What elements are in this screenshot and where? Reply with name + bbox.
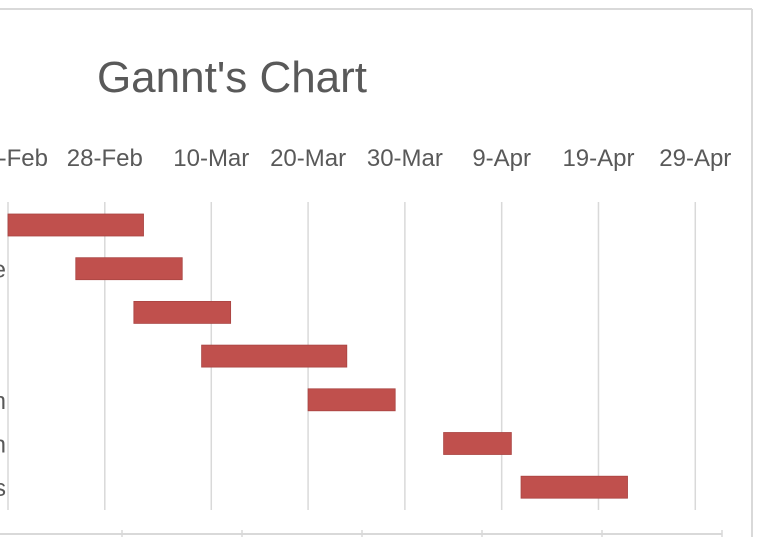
x-tick-label: 9-Apr xyxy=(472,145,531,172)
task-bar xyxy=(201,344,348,368)
task-bar xyxy=(75,257,183,281)
x-tick-label: 28-Feb xyxy=(67,145,143,172)
task-bar xyxy=(443,432,512,455)
x-tick-label: -Feb xyxy=(0,145,48,172)
task-label: m xyxy=(0,388,6,415)
task-labels: e mns xyxy=(0,257,6,503)
task-bar xyxy=(7,213,144,237)
task-bars xyxy=(7,213,628,499)
task-label: s xyxy=(0,475,6,502)
x-axis-ticks: -Feb 28-Feb 10-Mar 20-Mar 30-Mar 9-Apr 19-Apr 2… xyxy=(0,145,731,172)
task-bar xyxy=(520,475,628,499)
task-bar xyxy=(133,300,232,324)
x-tick-label: 30-Mar xyxy=(367,145,443,172)
x-tick-label: 29-Apr xyxy=(659,145,731,172)
x-tick-label: 20-Mar xyxy=(270,145,346,172)
x-tick-label: 10-Mar xyxy=(173,145,249,172)
task-label: e xyxy=(0,257,6,284)
chart-title: Gannt's Chart xyxy=(97,53,367,102)
task-label: n xyxy=(0,432,6,459)
task-bar xyxy=(307,388,396,412)
x-tick-label: 19-Apr xyxy=(562,145,634,172)
